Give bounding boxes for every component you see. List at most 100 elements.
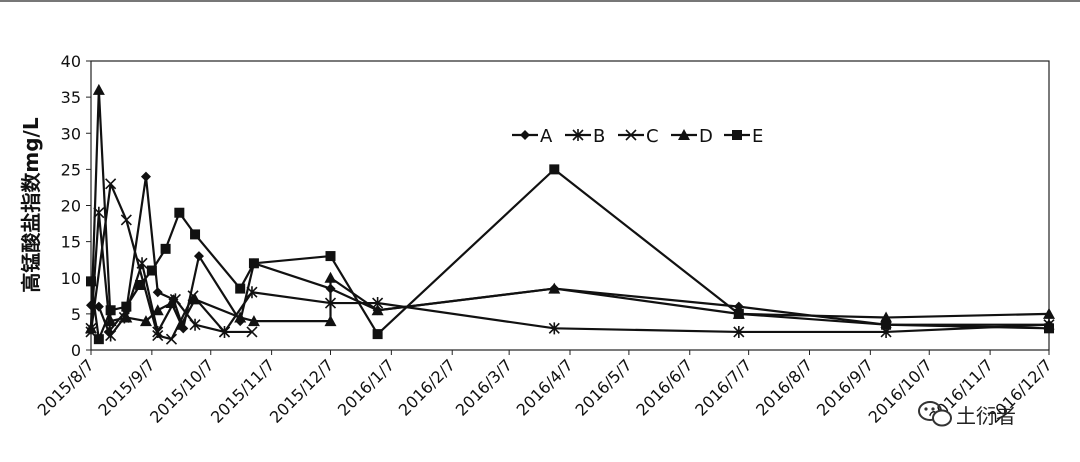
series-d-point <box>175 318 188 330</box>
watermark-text: 土衍者 <box>956 404 1016 428</box>
series-d-point <box>104 315 117 327</box>
x-tick-label: 2016/3/7 <box>452 355 516 419</box>
series-d-point <box>151 304 164 316</box>
series-e-point <box>105 305 116 316</box>
series-b-point <box>246 286 258 299</box>
legend-label: C <box>646 126 659 147</box>
legend-label: E <box>752 126 763 147</box>
series-group <box>85 83 1055 345</box>
series-c-line <box>89 182 252 341</box>
watermark: 土衍者 <box>918 401 1016 428</box>
y-tick-label: 15 <box>61 233 81 252</box>
top-divider <box>0 0 1080 2</box>
series-e-point <box>121 301 132 312</box>
series-d-point <box>92 83 105 95</box>
series-d-point <box>247 315 260 327</box>
series-a-point <box>93 301 104 312</box>
y-tick-label: 10 <box>61 269 81 288</box>
series-a <box>86 171 1054 337</box>
wechat-bubbles-icon <box>918 401 952 427</box>
y-tick-labels: 0 5 10 15 20 25 30 35 40 <box>61 52 91 360</box>
series-e-point <box>1044 323 1054 334</box>
axes <box>90 60 1050 351</box>
series-e-point <box>733 308 744 319</box>
series-d-point <box>234 311 247 323</box>
x-tick-label: 2016/10/7 <box>865 355 936 426</box>
legend-marker <box>732 130 742 140</box>
legend-entry-d: D <box>671 126 713 147</box>
series-b-point <box>189 318 201 331</box>
x-tick-label: 2016/6/7 <box>632 355 696 419</box>
series-d-point <box>139 315 152 327</box>
x-tick-label: 2016/7/7 <box>691 355 755 419</box>
series-e-point <box>93 334 104 345</box>
x-tick-label: 2015/8/7 <box>34 355 98 419</box>
y-tick-label: 35 <box>61 88 81 107</box>
legend-entry-e: E <box>724 126 763 147</box>
x-tick-label: 2016/5/7 <box>571 355 635 419</box>
series-d-point <box>85 322 97 334</box>
y-tick-label: 40 <box>61 52 81 71</box>
series-e-point <box>160 243 171 254</box>
series-d-point <box>189 293 202 305</box>
x-tick-labels: 2015/8/72015/9/72015/10/72015/11/72015/1… <box>34 350 1056 427</box>
legend-entry-c: C <box>618 126 659 147</box>
series-d-point <box>371 304 384 316</box>
series-c-point <box>152 329 164 342</box>
y-tick-label: 25 <box>61 160 81 179</box>
series-b <box>85 206 1055 342</box>
series-d-point <box>324 315 337 327</box>
legend-label: A <box>540 126 553 147</box>
series-c-point <box>120 214 132 226</box>
series-e-point <box>86 276 96 287</box>
series-e-point <box>372 329 383 340</box>
y-tick-label: 5 <box>71 305 81 324</box>
series-d-point <box>120 311 133 323</box>
series-b-line <box>89 211 1050 337</box>
series-e-point <box>235 283 246 294</box>
series-a-point <box>140 171 151 182</box>
y-axis-label: 高锰酸盐指数mg/L <box>19 117 43 292</box>
legend-entry-a: A <box>512 126 553 147</box>
legend-marker <box>678 129 690 140</box>
x-tick-label: 2016/2/7 <box>395 355 459 419</box>
series-e-point <box>881 319 892 330</box>
legend-entry-b: B <box>565 126 605 147</box>
series-e-point <box>549 164 560 175</box>
series-a-line <box>90 175 1049 334</box>
series-c-point <box>246 326 258 338</box>
series-e-point <box>190 229 201 240</box>
series-d-point <box>324 271 337 283</box>
series-d-point <box>1043 307 1055 319</box>
y-tick-label: 30 <box>61 124 81 143</box>
series-d-point <box>548 282 561 294</box>
x-tick-label: 2015/12/7 <box>266 355 337 426</box>
x-tick-label: 2016/1/7 <box>334 355 398 419</box>
series-b-point <box>105 329 117 342</box>
legend-marker <box>572 129 584 141</box>
legend-marker <box>520 130 530 140</box>
series-c-point <box>218 326 231 338</box>
series-e-point <box>135 279 146 290</box>
series-d <box>85 83 1055 334</box>
series-c-point <box>165 333 178 345</box>
plot-area-frame <box>90 60 1050 351</box>
series-a-point <box>152 287 163 298</box>
x-tick-label: 2015/10/7 <box>146 355 217 426</box>
series-a-point <box>193 251 204 262</box>
series-d-line <box>89 88 1050 329</box>
series-b-point <box>733 325 745 338</box>
x-tick-label: 2016/8/7 <box>752 355 816 419</box>
legend-label: D <box>699 126 713 147</box>
series-e-point <box>174 207 185 218</box>
series-e-point <box>248 258 259 269</box>
series-e-point <box>146 265 157 276</box>
legend-label: B <box>593 126 605 147</box>
y-tick-label: 0 <box>71 341 81 360</box>
series-e <box>86 164 1054 345</box>
series-c-point <box>105 178 117 190</box>
legend-marker <box>625 129 637 141</box>
series-e-point <box>325 251 336 262</box>
legend: A B C D E <box>512 126 763 147</box>
